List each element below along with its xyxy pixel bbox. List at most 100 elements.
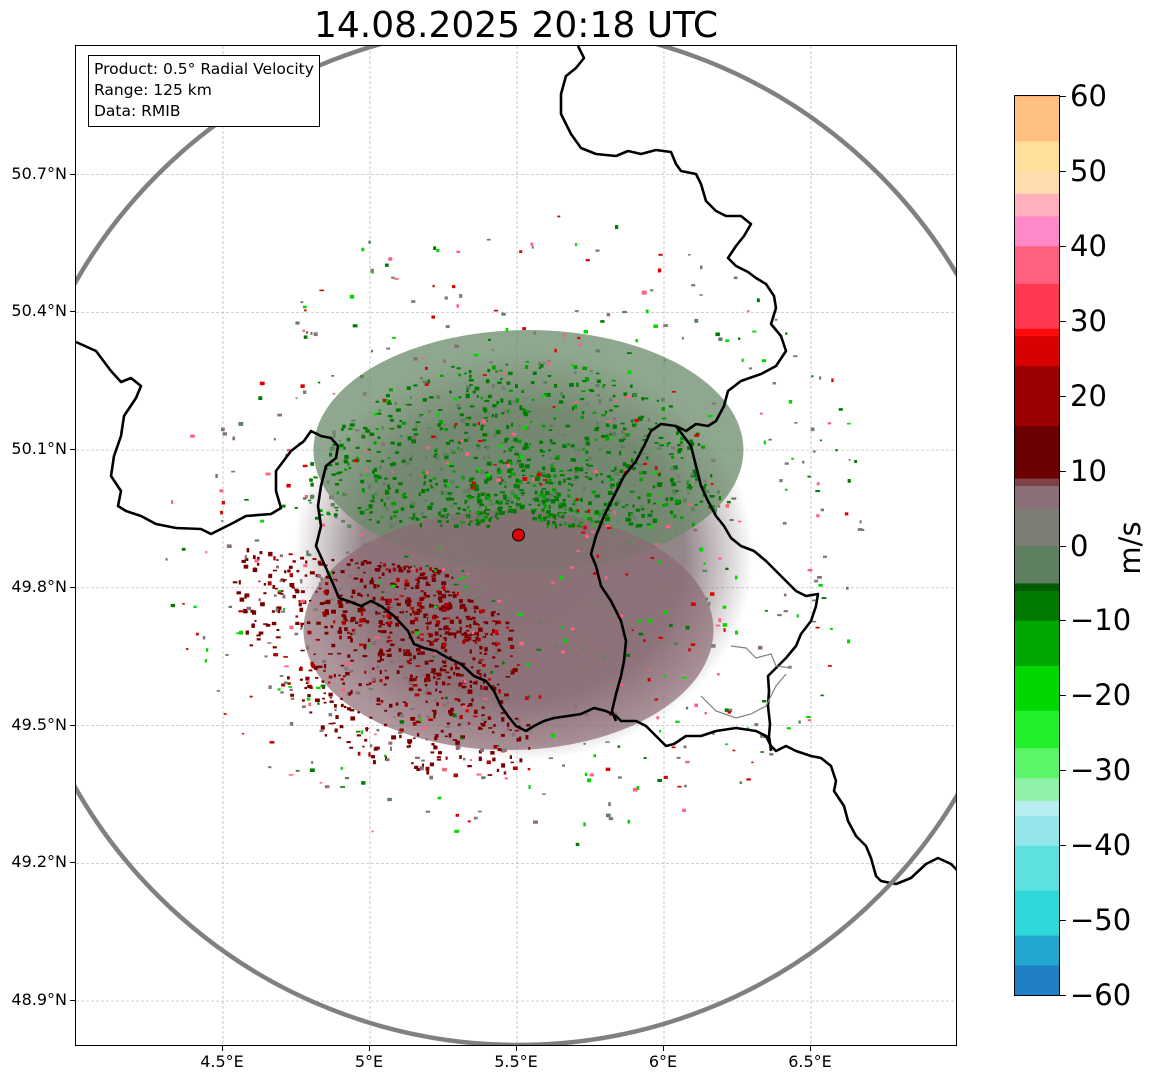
colorbar-band (1015, 747, 1059, 779)
lon-tick-label: 6.5°E (788, 1052, 832, 1071)
colorbar-tick-label: 60 (1070, 79, 1107, 113)
colorbar-band (1015, 965, 1059, 995)
colorbar-band (1015, 283, 1059, 329)
colorbar-band (1015, 193, 1059, 217)
lon-tick-label: 5.5°E (494, 1052, 538, 1071)
lat-tick-label: 49.8°N (11, 576, 67, 596)
colorbar-tick-label: 30 (1070, 303, 1107, 338)
lat-tick-label: 50.4°N (11, 301, 67, 321)
product-label: Product: 0.5° Radial Velocity (94, 60, 314, 78)
product-info-box: Product: 0.5° Radial Velocity Range: 125… (88, 55, 320, 127)
colorbar-gradient (1015, 96, 1059, 995)
border-luxembourg-germany (674, 425, 820, 752)
colorbar-tick-label: −40 (1070, 828, 1132, 863)
colorbar-tick-label: 0 (1070, 528, 1089, 563)
colorbar-tick-mark (1060, 995, 1066, 996)
colorbar-band (1015, 335, 1059, 367)
border-belgium-germany (559, 46, 788, 433)
colorbar-tick-label: −20 (1070, 678, 1132, 713)
colorbar-band (1015, 508, 1059, 546)
colorbar-band (1015, 582, 1059, 591)
colorbar-band (1015, 478, 1059, 487)
velocity-colorbar (1014, 95, 1060, 996)
lat-tick-label: 48.9°N (11, 990, 67, 1010)
border-state-line (730, 645, 792, 669)
colorbar-tick-mark (1060, 96, 1066, 97)
colorbar-band (1015, 620, 1059, 666)
colorbar-band (1015, 245, 1059, 284)
colorbar-unit: m/s (1113, 521, 1147, 575)
colorbar-tick-label: 10 (1070, 453, 1107, 488)
colorbar-band (1015, 215, 1059, 247)
colorbar-band (1015, 845, 1059, 891)
colorbar-tick-mark (1060, 695, 1066, 697)
lat-tick-mark (70, 724, 75, 726)
colorbar-tick-mark (1060, 470, 1066, 472)
data-source-label: Data: RMIB (94, 102, 181, 120)
colorbar-band (1015, 935, 1059, 966)
colorbar-tick-label: 20 (1070, 378, 1107, 413)
colorbar-band (1015, 365, 1059, 427)
colorbar-band (1015, 425, 1059, 479)
lat-tick-label: 50.1°N (11, 439, 67, 459)
lat-tick-mark (70, 586, 75, 588)
lon-tick-mark (663, 1046, 664, 1051)
country-borders (76, 46, 956, 886)
colorbar-tick-label: −60 (1070, 978, 1132, 1012)
colorbar-tick-mark (1060, 920, 1066, 922)
lon-tick-mark (369, 1046, 370, 1051)
colorbar-band (1015, 665, 1059, 711)
colorbar-tick-mark (1060, 545, 1066, 547)
colorbar-band (1015, 328, 1059, 337)
colorbar-band (1015, 590, 1059, 621)
colorbar-band (1015, 815, 1059, 846)
lat-tick-mark (70, 862, 75, 864)
colorbar-tick-mark (1060, 245, 1066, 247)
colorbar-tick-mark (1060, 395, 1066, 397)
colorbar-band (1015, 170, 1059, 194)
radar-site-marker (511, 528, 525, 542)
border-state-line (700, 673, 787, 719)
echo-receding-zone (303, 510, 714, 751)
colorbar-tick-label: −50 (1070, 903, 1132, 938)
colorbar-tick-label: 50 (1070, 153, 1107, 188)
colorbar-band (1015, 710, 1059, 749)
lat-tick-mark (70, 449, 75, 451)
radar-site-dot (511, 528, 525, 542)
lat-tick-mark (70, 311, 75, 313)
border-belgium-france (76, 340, 956, 886)
border-belgium-luxembourg (589, 422, 677, 722)
colorbar-band (1015, 800, 1059, 816)
radar-map[interactable] (75, 45, 957, 1046)
colorbar-tick-mark (1060, 170, 1066, 172)
lon-tick-label: 4.5°E (200, 1052, 244, 1071)
lon-tick-mark (810, 1046, 811, 1051)
lon-tick-mark (516, 1046, 517, 1051)
velocity-echoes (165, 215, 865, 847)
colorbar-band (1015, 140, 1059, 172)
colorbar-band (1015, 777, 1059, 801)
colorbar-tick-label: −30 (1070, 753, 1132, 788)
colorbar-band (1015, 96, 1059, 97)
lat-tick-label: 49.5°N (11, 714, 67, 734)
colorbar-tick-mark (1060, 770, 1066, 772)
colorbar-tick-mark (1060, 620, 1066, 622)
lon-tick-label: 6°E (648, 1052, 678, 1071)
map-title: 14.08.2025 20:18 UTC (313, 5, 719, 46)
lat-tick-mark (70, 1000, 75, 1002)
colorbar-band (1015, 485, 1059, 509)
radar-map-canvas (76, 46, 956, 1045)
lat-tick-mark (70, 173, 75, 175)
colorbar-band (1015, 890, 1059, 936)
lon-tick-mark (222, 1046, 223, 1051)
range-label: Range: 125 km (94, 81, 212, 99)
colorbar-band (1015, 545, 1059, 584)
lat-tick-label: 49.2°N (11, 852, 67, 872)
colorbar-tick-label: −10 (1070, 603, 1132, 638)
colorbar-tick-mark (1060, 845, 1066, 847)
lon-tick-label: 5°E (354, 1052, 384, 1071)
lat-tick-label: 50.7°N (11, 163, 67, 183)
colorbar-tick-label: 40 (1070, 228, 1107, 263)
colorbar-tick-mark (1060, 320, 1066, 322)
colorbar-band (1015, 96, 1059, 142)
